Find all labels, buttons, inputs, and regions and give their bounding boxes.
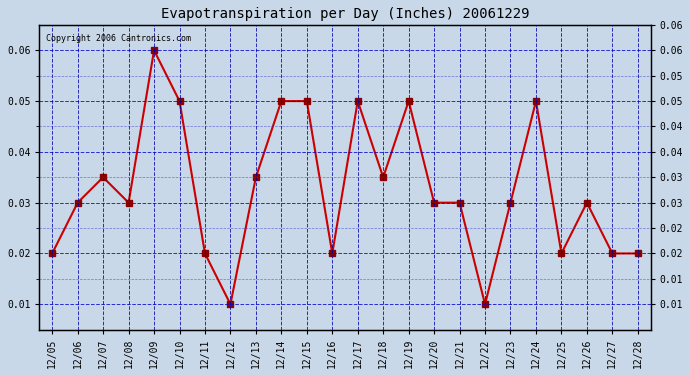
Text: Copyright 2006 Cantronics.com: Copyright 2006 Cantronics.com <box>46 34 190 43</box>
Title: Evapotranspiration per Day (Inches) 20061229: Evapotranspiration per Day (Inches) 2006… <box>161 7 529 21</box>
